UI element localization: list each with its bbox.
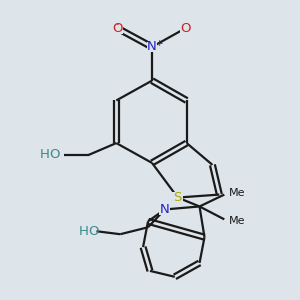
Text: Me: Me	[229, 188, 246, 198]
Text: O: O	[88, 225, 98, 238]
Text: N: N	[160, 203, 170, 216]
FancyBboxPatch shape	[180, 23, 191, 34]
Text: -: -	[116, 20, 119, 29]
Text: N: N	[147, 40, 157, 53]
Text: O: O	[49, 148, 60, 161]
Text: O: O	[180, 22, 191, 34]
FancyBboxPatch shape	[172, 192, 183, 203]
Text: S: S	[174, 191, 182, 204]
Text: +: +	[155, 38, 163, 47]
Text: H: H	[40, 148, 50, 161]
FancyBboxPatch shape	[159, 204, 170, 215]
Text: O: O	[112, 22, 123, 34]
FancyBboxPatch shape	[112, 23, 123, 34]
Text: H: H	[79, 225, 88, 238]
Text: Me: Me	[229, 216, 246, 226]
FancyBboxPatch shape	[146, 41, 158, 52]
